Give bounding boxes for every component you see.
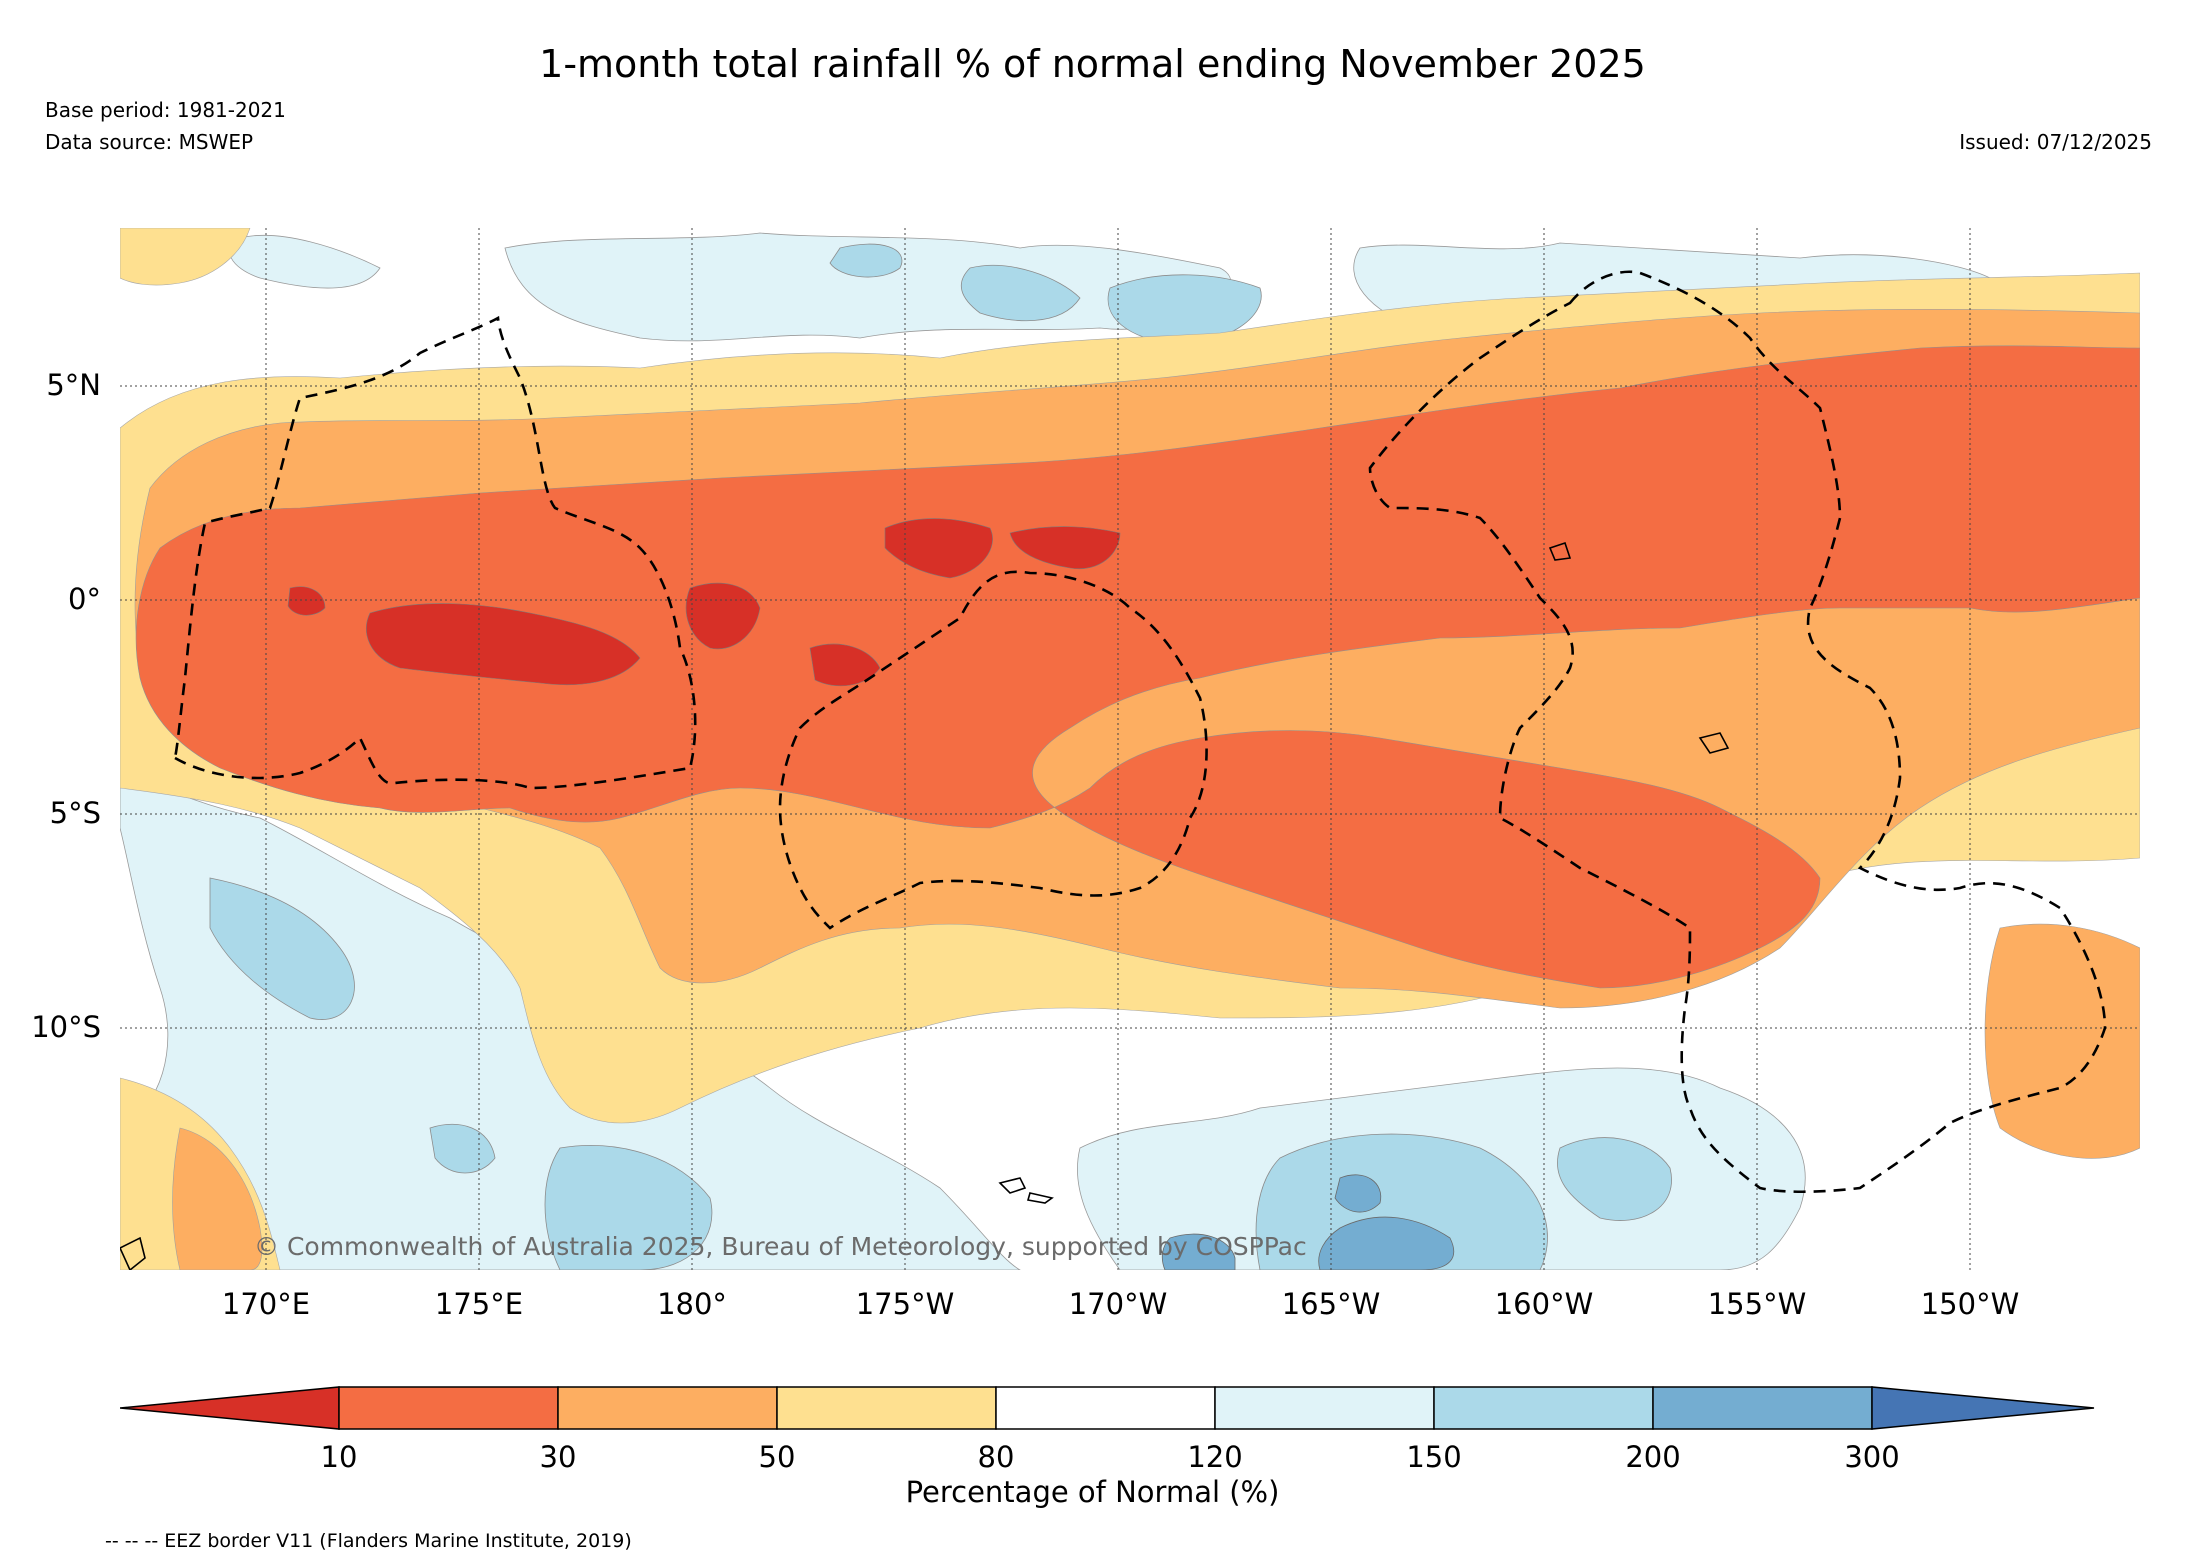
lon-label-160w: 160°W — [1494, 1287, 1594, 1321]
copyright-text: © Commonwealth of Australia 2025, Bureau… — [254, 1232, 1307, 1261]
colorbar-tick-120: 120 — [1187, 1440, 1243, 1474]
eez-footnote: -- -- -- EEZ border V11 (Flanders Marine… — [105, 1530, 632, 1552]
colorbar-tick-30: 30 — [539, 1440, 577, 1474]
lon-label-170w: 170°W — [1068, 1287, 1168, 1321]
lon-label-180: 180° — [657, 1287, 727, 1321]
colorbar-swatch-50-80 — [776, 1386, 997, 1430]
lat-label-0: 0° — [68, 582, 101, 616]
colorbar-swatch-gt300 — [1871, 1386, 2095, 1430]
wet-150-200-regions — [209, 243, 1672, 1270]
lon-label-170e: 170°E — [221, 1287, 311, 1321]
colorbar-tick-80: 80 — [977, 1440, 1015, 1474]
colorbar — [120, 1386, 2095, 1430]
issued-date-text: Issued: 07/12/2025 — [1959, 130, 2152, 154]
lon-label-175w: 175°W — [855, 1287, 955, 1321]
island-outlines — [120, 541, 1730, 1270]
colorbar-swatch-10-30 — [338, 1386, 559, 1430]
colorbar-tick-50: 50 — [758, 1440, 796, 1474]
colorbar-swatch-80-120 — [995, 1386, 1216, 1430]
lon-label-175e: 175°E — [434, 1287, 524, 1321]
colorbar-label: Percentage of Normal (%) — [905, 1475, 1280, 1509]
dry-lt10-regions — [287, 518, 1121, 687]
colorbar-tick-300: 300 — [1844, 1440, 1900, 1474]
lon-label-155w: 155°W — [1707, 1287, 1807, 1321]
map-title: 1-month total rainfall % of normal endin… — [539, 42, 1646, 86]
map-gridlines — [120, 228, 2140, 1270]
rainfall-map — [120, 228, 2140, 1270]
colorbar-swatch-30-50 — [557, 1386, 778, 1430]
data-source-text: Data source: MSWEP — [45, 130, 254, 154]
colorbar-swatch-lt10 — [120, 1386, 340, 1430]
base-period-text: Base period: 1981-2021 — [45, 98, 286, 122]
colorbar-swatch-150-200 — [1433, 1386, 1654, 1430]
lat-label-10s: 10°S — [31, 1010, 101, 1044]
colorbar-tick-10: 10 — [320, 1440, 358, 1474]
colorbar-swatch-200-300 — [1652, 1386, 1873, 1430]
colorbar-tick-150: 150 — [1406, 1440, 1462, 1474]
eez-borders — [173, 270, 2107, 1194]
colorbar-swatch-120-150 — [1214, 1386, 1435, 1430]
wet-200-300-regions — [1161, 1174, 1455, 1270]
lat-label-5s: 5°S — [49, 796, 101, 830]
lon-label-165w: 165°W — [1281, 1287, 1381, 1321]
colorbar-tick-200: 200 — [1625, 1440, 1681, 1474]
lat-label-5n: 5°N — [46, 368, 101, 402]
lon-label-150w: 150°W — [1920, 1287, 2020, 1321]
